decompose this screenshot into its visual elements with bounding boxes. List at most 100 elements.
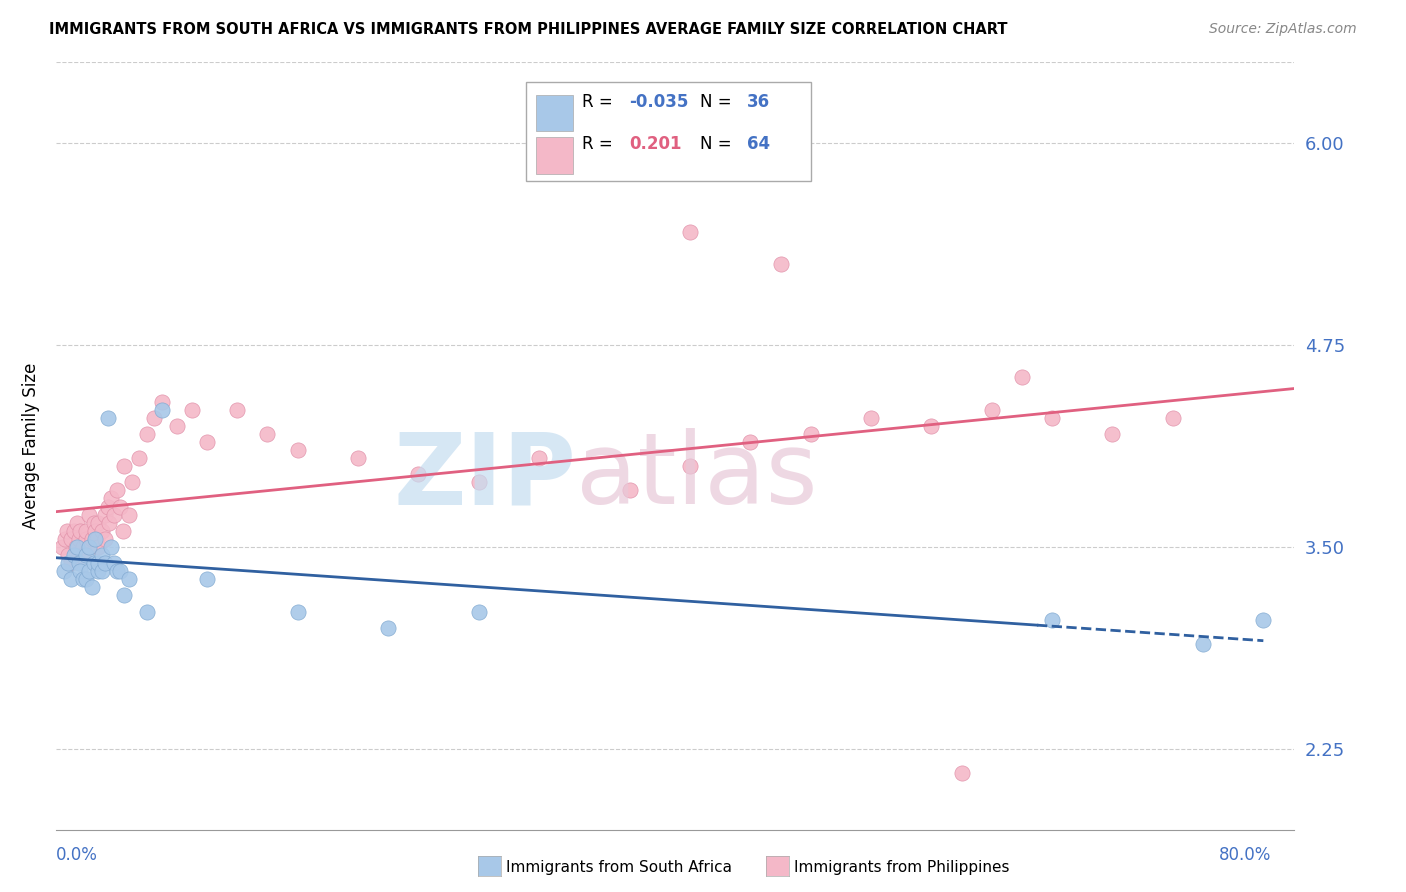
Point [195, 572, 218, 586]
Point [69, 524, 91, 538]
Point [96, 410, 118, 425]
Point [467, 475, 489, 490]
Point [93, 556, 115, 570]
Text: ZIP: ZIP [394, 428, 576, 525]
Text: Source: ZipAtlas.com: Source: ZipAtlas.com [1209, 22, 1357, 37]
Text: 80.0%: 80.0% [1219, 846, 1271, 863]
Point [84, 532, 107, 546]
Point [60, 532, 83, 546]
Point [256, 426, 278, 441]
Point [87, 540, 110, 554]
Point [135, 605, 157, 619]
Point [408, 467, 430, 482]
Point [82, 580, 104, 594]
Point [72, 548, 94, 562]
Point [83, 516, 105, 530]
Text: Immigrants from South Africa: Immigrants from South Africa [506, 860, 733, 874]
Point [93, 508, 115, 522]
Text: Average Family Size: Average Family Size [22, 363, 39, 529]
Point [60, 572, 83, 586]
Point [150, 402, 173, 417]
Point [1161, 410, 1184, 425]
Point [1040, 613, 1063, 627]
Point [86, 532, 108, 546]
Text: IMMIGRANTS FROM SOUTH AFRICA VS IMMIGRANTS FROM PHILIPPINES AVERAGE FAMILY SIZE : IMMIGRANTS FROM SOUTH AFRICA VS IMMIGRAN… [49, 22, 1008, 37]
Point [75, 548, 97, 562]
Text: 64: 64 [747, 136, 769, 153]
Text: R =: R = [582, 93, 619, 112]
Point [56, 524, 79, 538]
Point [87, 556, 110, 570]
Point [79, 564, 101, 578]
Point [53, 532, 76, 546]
Point [1101, 426, 1123, 441]
FancyBboxPatch shape [536, 95, 574, 131]
Point [619, 483, 641, 498]
Point [980, 402, 1002, 417]
Point [1192, 637, 1215, 651]
Point [800, 426, 823, 441]
Point [98, 516, 121, 530]
Point [108, 500, 131, 514]
Point [1011, 370, 1033, 384]
Point [83, 556, 105, 570]
Point [103, 556, 125, 570]
Point [950, 766, 973, 780]
Point [527, 451, 550, 466]
Point [79, 540, 101, 554]
Point [118, 508, 141, 522]
Point [67, 556, 90, 570]
Point [118, 572, 141, 586]
Point [679, 459, 702, 474]
Point [121, 475, 143, 490]
Point [100, 540, 122, 554]
Point [769, 257, 792, 271]
Point [920, 418, 942, 433]
Text: Immigrants from Philippines: Immigrants from Philippines [794, 860, 1010, 874]
Point [150, 394, 173, 409]
Point [467, 605, 489, 619]
Point [72, 572, 94, 586]
Point [69, 564, 91, 578]
Point [679, 225, 702, 239]
Point [75, 524, 97, 538]
Text: R =: R = [582, 136, 619, 153]
Point [96, 500, 118, 514]
Point [75, 532, 97, 546]
Text: -0.035: -0.035 [628, 93, 689, 112]
Point [87, 516, 110, 530]
Point [143, 410, 166, 425]
Point [287, 605, 309, 619]
Text: atlas: atlas [576, 428, 817, 525]
Point [52, 564, 75, 578]
Point [226, 402, 249, 417]
Point [72, 540, 94, 554]
Point [58, 556, 80, 570]
Point [58, 548, 80, 562]
Text: 36: 36 [747, 93, 769, 112]
Point [1040, 410, 1063, 425]
FancyBboxPatch shape [526, 81, 811, 181]
Point [103, 508, 125, 522]
Point [195, 434, 218, 449]
Point [347, 451, 370, 466]
Point [100, 491, 122, 506]
Point [128, 451, 150, 466]
Point [79, 540, 101, 554]
Point [51, 540, 73, 554]
Point [75, 572, 97, 586]
Point [79, 508, 101, 522]
Point [66, 516, 89, 530]
Point [377, 621, 399, 635]
Text: 0.201: 0.201 [628, 136, 682, 153]
Point [63, 548, 86, 562]
Point [287, 443, 309, 458]
Point [60, 556, 83, 570]
Point [112, 588, 135, 602]
Point [166, 418, 188, 433]
Point [105, 564, 128, 578]
Point [740, 434, 762, 449]
FancyBboxPatch shape [536, 136, 574, 174]
Point [87, 564, 110, 578]
Point [93, 532, 115, 546]
